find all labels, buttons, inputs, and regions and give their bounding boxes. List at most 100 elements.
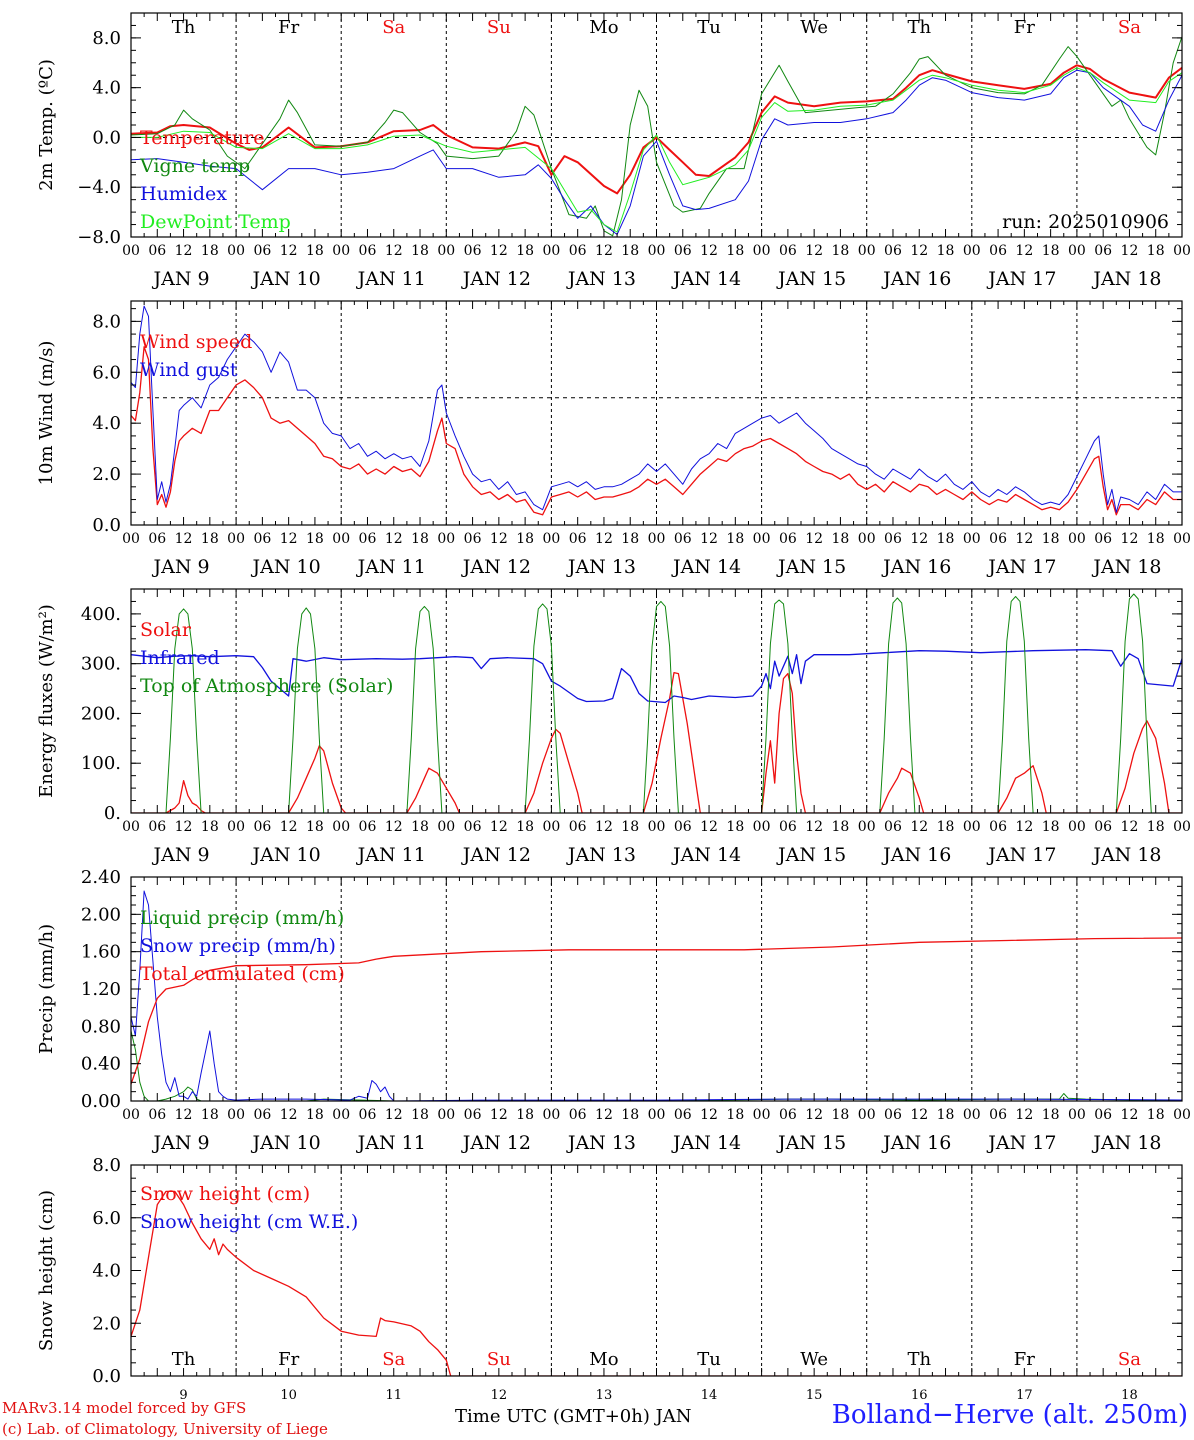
y-tick-label: 4.0 bbox=[92, 78, 121, 99]
run-label: run: 2025010906 bbox=[1002, 211, 1169, 233]
hour-tick-label: 00 bbox=[963, 1107, 981, 1123]
day-number-label: 15 bbox=[806, 1388, 823, 1403]
legend-entry: Temperature bbox=[140, 127, 264, 149]
x-axis-title: Time UTC (GMT+0h) JAN bbox=[455, 1406, 692, 1427]
hour-tick-label: 00 bbox=[122, 243, 140, 259]
date-label: JAN 17 bbox=[986, 556, 1056, 578]
legend-entry: Snow height (cm) bbox=[140, 1183, 310, 1205]
hour-tick-label: 00 bbox=[1068, 531, 1086, 547]
y-tick-label: 0.0 bbox=[92, 1366, 121, 1387]
panel-precip: 0.00 0.40 0.80 1.20 1.60 2.00 2.40 Precip (mm/h… bbox=[36, 867, 1191, 1154]
hour-tick-label: 12 bbox=[595, 243, 613, 259]
series-line-top-of-atmosphere-solar- bbox=[131, 593, 1182, 813]
hour-tick-label: 06 bbox=[253, 243, 271, 259]
hour-tick-label: 00 bbox=[963, 531, 981, 547]
hour-tick-label: 12 bbox=[1121, 531, 1139, 547]
hour-tick-label: 12 bbox=[490, 1107, 508, 1123]
hour-tick-label: 18 bbox=[411, 531, 429, 547]
date-label: JAN 16 bbox=[881, 268, 951, 290]
date-label: JAN 13 bbox=[566, 1132, 636, 1154]
date-label: JAN 18 bbox=[1091, 556, 1161, 578]
day-name-label: Sa bbox=[382, 17, 405, 38]
hour-tick-label: 06 bbox=[1094, 531, 1112, 547]
day-name-label: Th bbox=[907, 17, 931, 38]
hour-tick-label: 06 bbox=[884, 1107, 902, 1123]
hour-tick-label: 00 bbox=[332, 1107, 350, 1123]
hour-tick-label: 00 bbox=[227, 1107, 245, 1123]
y-axis-label: Snow height (cm) bbox=[36, 1190, 57, 1351]
hour-tick-label: 00 bbox=[227, 243, 245, 259]
hour-tick-label: 18 bbox=[621, 531, 639, 547]
hour-tick-label: 06 bbox=[148, 819, 166, 835]
y-tick-label: 8.0 bbox=[92, 311, 121, 332]
hour-tick-label: 00 bbox=[437, 531, 455, 547]
hour-tick-label: 06 bbox=[674, 819, 692, 835]
hour-tick-label: 00 bbox=[858, 531, 876, 547]
legend-entry: Total cumulated (cm) bbox=[140, 963, 345, 985]
date-label: JAN 14 bbox=[671, 844, 741, 866]
hour-tick-label: 00 bbox=[227, 819, 245, 835]
hour-tick-label: 18 bbox=[621, 243, 639, 259]
y-axis-label: Precip (mm/h) bbox=[36, 924, 57, 1054]
y-tick-label: 0.40 bbox=[81, 1054, 121, 1075]
y-tick-label: 300. bbox=[81, 654, 121, 675]
date-label: JAN 14 bbox=[671, 268, 741, 290]
y-tick-label: 2.0 bbox=[92, 1313, 121, 1334]
date-label: JAN 10 bbox=[251, 268, 321, 290]
date-label: JAN 9 bbox=[152, 268, 210, 290]
date-label: JAN 10 bbox=[251, 1132, 321, 1154]
lab-credit: (c) Lab. of Climatology, University of L… bbox=[2, 1420, 328, 1438]
date-label: JAN 14 bbox=[671, 1132, 741, 1154]
hour-tick-label: 12 bbox=[805, 243, 823, 259]
date-label: JAN 12 bbox=[461, 1132, 531, 1154]
hour-tick-label: 06 bbox=[989, 819, 1007, 835]
y-axis-label: Energy fluxes (W/m²) bbox=[36, 604, 57, 798]
day-name-label: Mo bbox=[589, 1349, 618, 1370]
hour-tick-label: 12 bbox=[175, 243, 193, 259]
hour-tick-label: 18 bbox=[516, 243, 534, 259]
hour-tick-label: 18 bbox=[726, 531, 744, 547]
hour-tick-label: 18 bbox=[832, 531, 850, 547]
hour-tick-label: 00 bbox=[753, 243, 771, 259]
hour-tick-label: 12 bbox=[805, 531, 823, 547]
series-line-wind-gust bbox=[131, 305, 1182, 513]
hour-tick-label: 06 bbox=[884, 819, 902, 835]
hour-tick-label: 18 bbox=[306, 1107, 324, 1123]
day-name-label: Sa bbox=[382, 1349, 405, 1370]
hour-tick-label: 00 bbox=[122, 819, 140, 835]
hour-tick-label: 18 bbox=[937, 243, 955, 259]
hour-tick-label: 12 bbox=[1015, 531, 1033, 547]
hour-tick-label: 06 bbox=[569, 243, 587, 259]
date-label: JAN 15 bbox=[776, 1132, 846, 1154]
hour-tick-label: 00 bbox=[332, 243, 350, 259]
hour-tick-label: 06 bbox=[464, 819, 482, 835]
date-label: JAN 13 bbox=[566, 556, 636, 578]
hour-tick-label: 18 bbox=[937, 1107, 955, 1123]
hour-tick-label: 18 bbox=[201, 531, 219, 547]
series-line-wind-speed bbox=[131, 346, 1182, 516]
hour-tick-label: 12 bbox=[1121, 819, 1139, 835]
hour-tick-label: 12 bbox=[1015, 243, 1033, 259]
hour-tick-label: 00 bbox=[753, 531, 771, 547]
day-number-label: 18 bbox=[1121, 1388, 1138, 1403]
y-tick-label: 200. bbox=[81, 703, 121, 724]
hour-tick-label: 06 bbox=[569, 1107, 587, 1123]
legend-entry: Snow precip (mm/h) bbox=[140, 935, 336, 957]
hour-tick-label: 06 bbox=[674, 243, 692, 259]
hour-tick-label: 00 bbox=[437, 243, 455, 259]
legend-entry: Snow height (cm W.E.) bbox=[140, 1211, 358, 1233]
date-label: JAN 15 bbox=[776, 556, 846, 578]
hour-tick-label: 00 bbox=[963, 243, 981, 259]
hour-tick-label: 06 bbox=[359, 531, 377, 547]
hour-tick-label: 12 bbox=[280, 531, 298, 547]
day-name-label: Th bbox=[172, 1349, 196, 1370]
hour-tick-label: 18 bbox=[1147, 243, 1165, 259]
hour-tick-label: 00 bbox=[858, 819, 876, 835]
hour-tick-label: 06 bbox=[884, 243, 902, 259]
date-label: JAN 16 bbox=[881, 556, 951, 578]
hour-tick-label: 06 bbox=[148, 1107, 166, 1123]
hour-tick-label: 12 bbox=[700, 819, 718, 835]
hour-tick-label: 00 bbox=[648, 243, 666, 259]
hour-tick-label: 06 bbox=[569, 819, 587, 835]
